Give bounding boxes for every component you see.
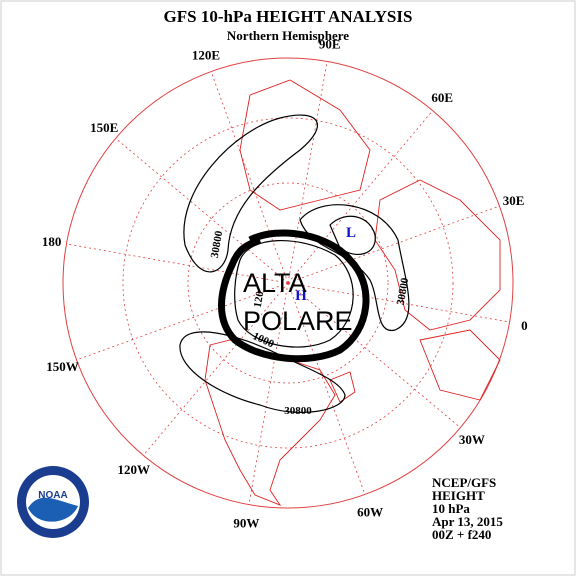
footer-line: HEIGHT [432,488,485,503]
longitude-label: 120E [192,48,220,63]
footer-line: Apr 13, 2015 [432,514,503,529]
graticule [62,57,514,509]
longitude-label: 120W [117,462,150,477]
high-center: H [295,288,307,304]
footer-line: 00Z + f240 [432,527,491,542]
longitude-label: 60W [357,504,383,519]
contour-label: 30800 [209,229,226,259]
logo-wave [28,497,78,522]
contour-line [234,239,354,348]
contour-label: 30800 [284,405,312,417]
longitude-label: 30W [459,432,485,447]
title: GFS 10-hPa HEIGHT ANALYSIS [164,7,413,26]
latitude-circle [122,117,454,449]
annotation: ALTA [243,268,307,298]
contour-label: 30800 [395,276,412,306]
longitude-label: 90W [233,515,259,530]
low-center: L [346,225,356,241]
longitude-label: 150E [90,120,118,135]
longitude-label: 90E [319,37,341,52]
footer-line: 10 hPa [432,501,470,516]
noaa-logo: NOAA [17,466,89,538]
footer-line: NCEP/GFS [432,475,496,490]
logo-text: NOAA [38,490,67,501]
longitude-label: 150W [46,359,79,374]
contour-label: 120 [252,290,267,309]
contour-line [183,114,318,273]
subtitle: Northern Hemisphere [227,28,349,43]
longitude-label: 0 [521,318,528,333]
longitude-label: 60E [431,90,453,105]
asia [239,79,371,211]
latitude-circle [187,182,389,384]
annotation: POLARE [243,306,353,336]
eurasia-africa [374,179,501,331]
longitude-label: 180 [42,234,62,249]
south-america-region [419,329,501,401]
contour-line [329,215,376,256]
greenland [329,371,356,403]
longitude-label: 30E [503,193,525,208]
map-boundary [62,57,514,509]
hand-drawn-outline [218,229,370,363]
